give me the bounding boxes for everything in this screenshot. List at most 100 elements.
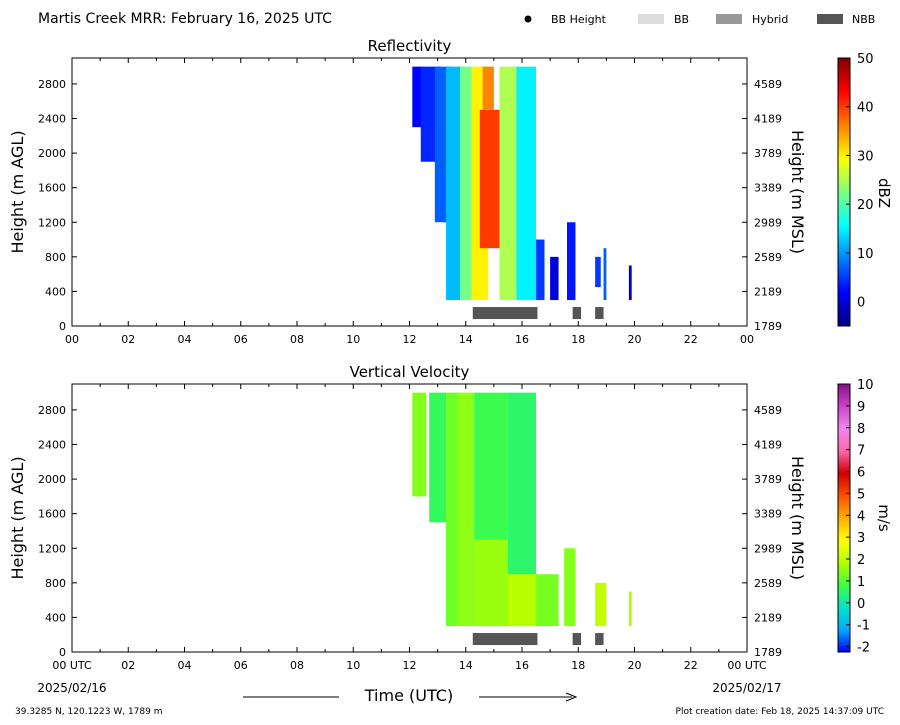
velocity-panel: Vertical Velocity 00 UTC 02 04 06 08 10 12 14 16… [8, 363, 893, 672]
x-tick-label: 16 [515, 659, 529, 672]
data-cell-9 [536, 574, 559, 627]
x-tick-label: 02 [121, 333, 135, 346]
creation-date-text: Plot creation date: Feb 18, 2025 14:37:0… [676, 707, 884, 717]
x-tick-label: 18 [571, 659, 585, 672]
reflectivity-ylabel-left: Height (m AGL) [8, 130, 27, 253]
date-start: 2025/02/16 [37, 681, 106, 695]
velocity-plot: 00 UTC 02 04 06 08 10 12 14 16 18 20 22 00 UTC040080… [38, 383, 782, 672]
y-tick-label: 1200 [38, 216, 66, 229]
x-tick-label: 12 [403, 659, 417, 672]
velocity-ylabel-right: Height (m MSL) [788, 456, 807, 580]
bb-bar-3 [595, 307, 604, 320]
y-tick-label-right: 2589 [754, 251, 782, 264]
x-tick-label: 04 [178, 333, 192, 346]
colorbar-tick-label: 10 [857, 247, 874, 262]
bb-bar-1 [472, 633, 538, 646]
reflectivity-colorbar: 0 10 20 30 40 50 [837, 52, 874, 327]
figure-title: Martis Creek MRR: February 16, 2025 UTC [38, 11, 332, 27]
y-tick-label-right: 2189 [754, 285, 782, 298]
y-tick-label: 2800 [38, 78, 66, 91]
x-tick-label: 02 [121, 659, 135, 672]
velocity-ylabel-left: Height (m AGL) [8, 456, 27, 579]
y-tick-label-right: 3389 [754, 182, 782, 195]
x-tick-label: 04 [178, 659, 192, 672]
legend-marker-4 [817, 14, 843, 24]
data-cell-12 [628, 591, 632, 627]
legend-marker-2 [638, 14, 664, 24]
y-tick-label-right: 2589 [754, 577, 782, 590]
x-tick-label: 22 [684, 333, 698, 346]
x-tick-label: 00 [740, 333, 754, 346]
reflectivity-plot: 00 02 04 06 08 10 12 14 16 18 20 22 0004008001200160… [38, 57, 782, 346]
colorbar-tick-label: 0 [857, 296, 865, 311]
colorbar-tick-label: 6 [857, 466, 865, 481]
legend-label-4: NBB [852, 13, 875, 26]
reflectivity-title: Reflectivity [368, 37, 452, 55]
colorbar-tick-label: 20 [857, 198, 874, 213]
y-tick-label: 2400 [38, 113, 66, 126]
y-tick-label: 2400 [38, 439, 66, 452]
y-tick-label-right: 4589 [754, 404, 782, 417]
x-tick-label: 00 UTC [52, 659, 92, 672]
colorbar-tick-label: 1 [857, 575, 865, 590]
y-tick-label: 2000 [38, 147, 66, 160]
legend-marker-1 [524, 15, 532, 23]
data-cell-9 [499, 66, 520, 301]
y-tick-label: 1600 [38, 508, 66, 521]
data-cell-16 [628, 265, 632, 301]
data-cell-1 [412, 66, 424, 128]
data-cell-2 [429, 392, 447, 523]
y-tick-label-right: 2989 [754, 216, 782, 229]
y-tick-label-right: 4589 [754, 78, 782, 91]
x-tick-label: 20 [628, 659, 642, 672]
y-tick-label: 2000 [38, 473, 66, 486]
y-tick-label: 400 [45, 611, 66, 624]
y-tick-label-right: 3789 [754, 473, 782, 486]
data-cell-15 [603, 248, 607, 301]
velocity-colorbar: -2 -1 0 1 2 3 4 5 6 7 8 9 10 [837, 378, 874, 656]
data-cell-10 [516, 66, 537, 301]
data-cell-3 [446, 392, 461, 627]
data-cell-11 [536, 239, 545, 301]
x-axis-label: Time (UTC) [364, 686, 453, 705]
data-cell-8 [482, 66, 494, 110]
x-tick-label: 10 [346, 659, 360, 672]
x-tick-label: 16 [515, 333, 529, 346]
colorbar-tick-label: 9 [857, 400, 865, 415]
x-tick-label: 06 [234, 659, 248, 672]
x-tick-label: 08 [290, 659, 304, 672]
colorbar-tick-label: -2 [857, 641, 870, 656]
colorbar-tick-label: 7 [857, 444, 865, 459]
colorbar-tick-label: 30 [857, 149, 874, 164]
data-cell-12 [550, 256, 559, 301]
data-cell-10 [564, 548, 576, 627]
x-tick-label: 12 [403, 333, 417, 346]
plot-area [72, 58, 747, 326]
y-tick-label: 1200 [38, 542, 66, 555]
x-tick-label: 18 [571, 333, 585, 346]
y-tick-label-right: 3789 [754, 147, 782, 160]
location-text: 39.3285 N, 120.1223 W, 1789 m [15, 707, 163, 717]
data-cell-13 [567, 222, 576, 301]
colorbar-tick-label: 0 [857, 597, 865, 612]
y-tick-label: 400 [45, 285, 66, 298]
colorbar-tick-label: 5 [857, 487, 865, 502]
y-tick-label-right: 1789 [754, 320, 782, 333]
y-tick-label-right: 2989 [754, 542, 782, 555]
colorbar-tick-label: 40 [857, 101, 874, 116]
y-tick-label: 800 [45, 251, 66, 264]
reflectivity-colorbar-label: dBZ [875, 178, 893, 208]
reflectivity-panel: Reflectivity 00 02 04 06 08 10 12 14 16 18 20 22 000… [8, 37, 893, 346]
colorbar-tick-label: 10 [857, 378, 874, 393]
legend-label-2: BB [674, 13, 689, 26]
date-end: 2025/02/17 [712, 681, 781, 695]
x-tick-label: 14 [459, 333, 473, 346]
xlabel-arrow-head [565, 692, 578, 702]
colorbar-tick-label: 3 [857, 531, 865, 546]
y-tick-label-right: 2189 [754, 611, 782, 624]
y-tick-label: 0 [59, 646, 66, 659]
y-tick-label: 0 [59, 320, 66, 333]
legend-marker-3 [716, 14, 742, 24]
legend-label-3: Hybrid [752, 13, 788, 26]
